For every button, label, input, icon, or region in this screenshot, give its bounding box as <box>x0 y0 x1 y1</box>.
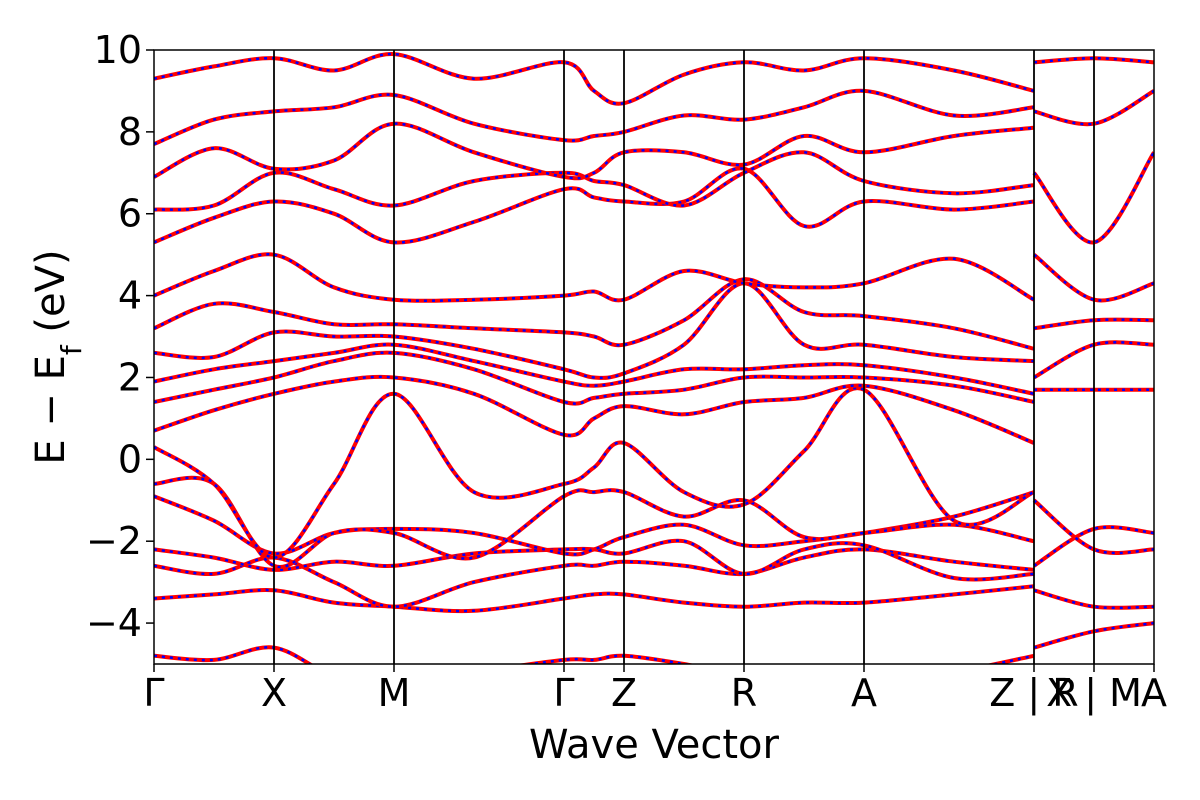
y-tick-label-4: 4 <box>118 274 142 318</box>
band-line-4 <box>154 490 1035 557</box>
band-line-overlay-4 <box>154 490 1035 556</box>
x-tick-label-0: Γ <box>143 671 164 715</box>
band-line-12 <box>154 252 1035 303</box>
y-tick-label-6: 8 <box>118 110 142 154</box>
band-line-overlay-3 <box>154 539 1035 581</box>
band-line-overlay-25 <box>1033 253 1154 302</box>
band-line-overlay-7 <box>154 375 1035 445</box>
band-line-overlay-6 <box>154 386 1035 559</box>
x-tick-label-1: X <box>261 671 287 715</box>
band-line-overlay-11 <box>154 277 1035 351</box>
band-line-overlay-26 <box>1033 151 1154 244</box>
x-tick-label-3: Γ <box>553 671 574 715</box>
plot-area <box>154 52 1154 664</box>
band-line-overlay-21 <box>1033 499 1154 555</box>
band-line-overlay-10 <box>154 282 1035 380</box>
x-axis-title: Wave Vector <box>529 722 780 768</box>
y-axis-title-unit: (eV) <box>28 249 74 345</box>
x-tick-label-9: A <box>1141 671 1167 715</box>
band-line-overlay-1 <box>154 584 1035 613</box>
k-point-lines <box>273 50 1095 664</box>
band-line-5 <box>154 475 1035 569</box>
y-tick-label-3: 2 <box>118 355 142 399</box>
x-tick-label-2: M <box>378 671 411 715</box>
band-line-9 <box>154 342 1035 396</box>
y-axis: −4 −2 0 2 4 6 8 10 <box>86 28 154 645</box>
x-tick-label-7: Z | R <box>989 671 1078 716</box>
x-tick-label-8: X | M <box>1046 671 1142 716</box>
band-line-16 <box>154 88 1035 146</box>
y-axis-title-subscript: f <box>55 344 88 355</box>
y-axis-title: E − Ef (eV) <box>28 249 88 464</box>
band-line-17 <box>154 52 1035 106</box>
y-tick-label-2: 0 <box>118 437 142 481</box>
band-line-overlay-15 <box>154 122 1035 180</box>
band-line-overlay-14 <box>154 151 1035 211</box>
band-line-overlay-17 <box>154 52 1035 105</box>
y-tick-label-5: 6 <box>118 192 142 236</box>
y-tick-label-1: −2 <box>86 519 142 563</box>
band-line-overlay-12 <box>154 253 1035 303</box>
band-line-15 <box>154 121 1035 181</box>
x-tick-label-5: R <box>731 671 757 715</box>
band-line-overlay-13 <box>154 167 1035 244</box>
band-line-overlay-23 <box>1033 341 1154 379</box>
x-tick-label-4: Z <box>611 671 637 715</box>
band-line-overlay-28 <box>1033 56 1154 64</box>
band-line-0 <box>154 645 1035 664</box>
y-tick-label-7: 10 <box>94 28 142 72</box>
plot-frame <box>153 49 1155 665</box>
y-axis-title-main: E − E <box>28 355 74 465</box>
band-line-6 <box>154 386 1035 560</box>
x-tick-label-6: A <box>851 671 877 715</box>
y-tick-label-0: −4 <box>86 601 142 645</box>
band-line-overlay-16 <box>154 89 1035 146</box>
